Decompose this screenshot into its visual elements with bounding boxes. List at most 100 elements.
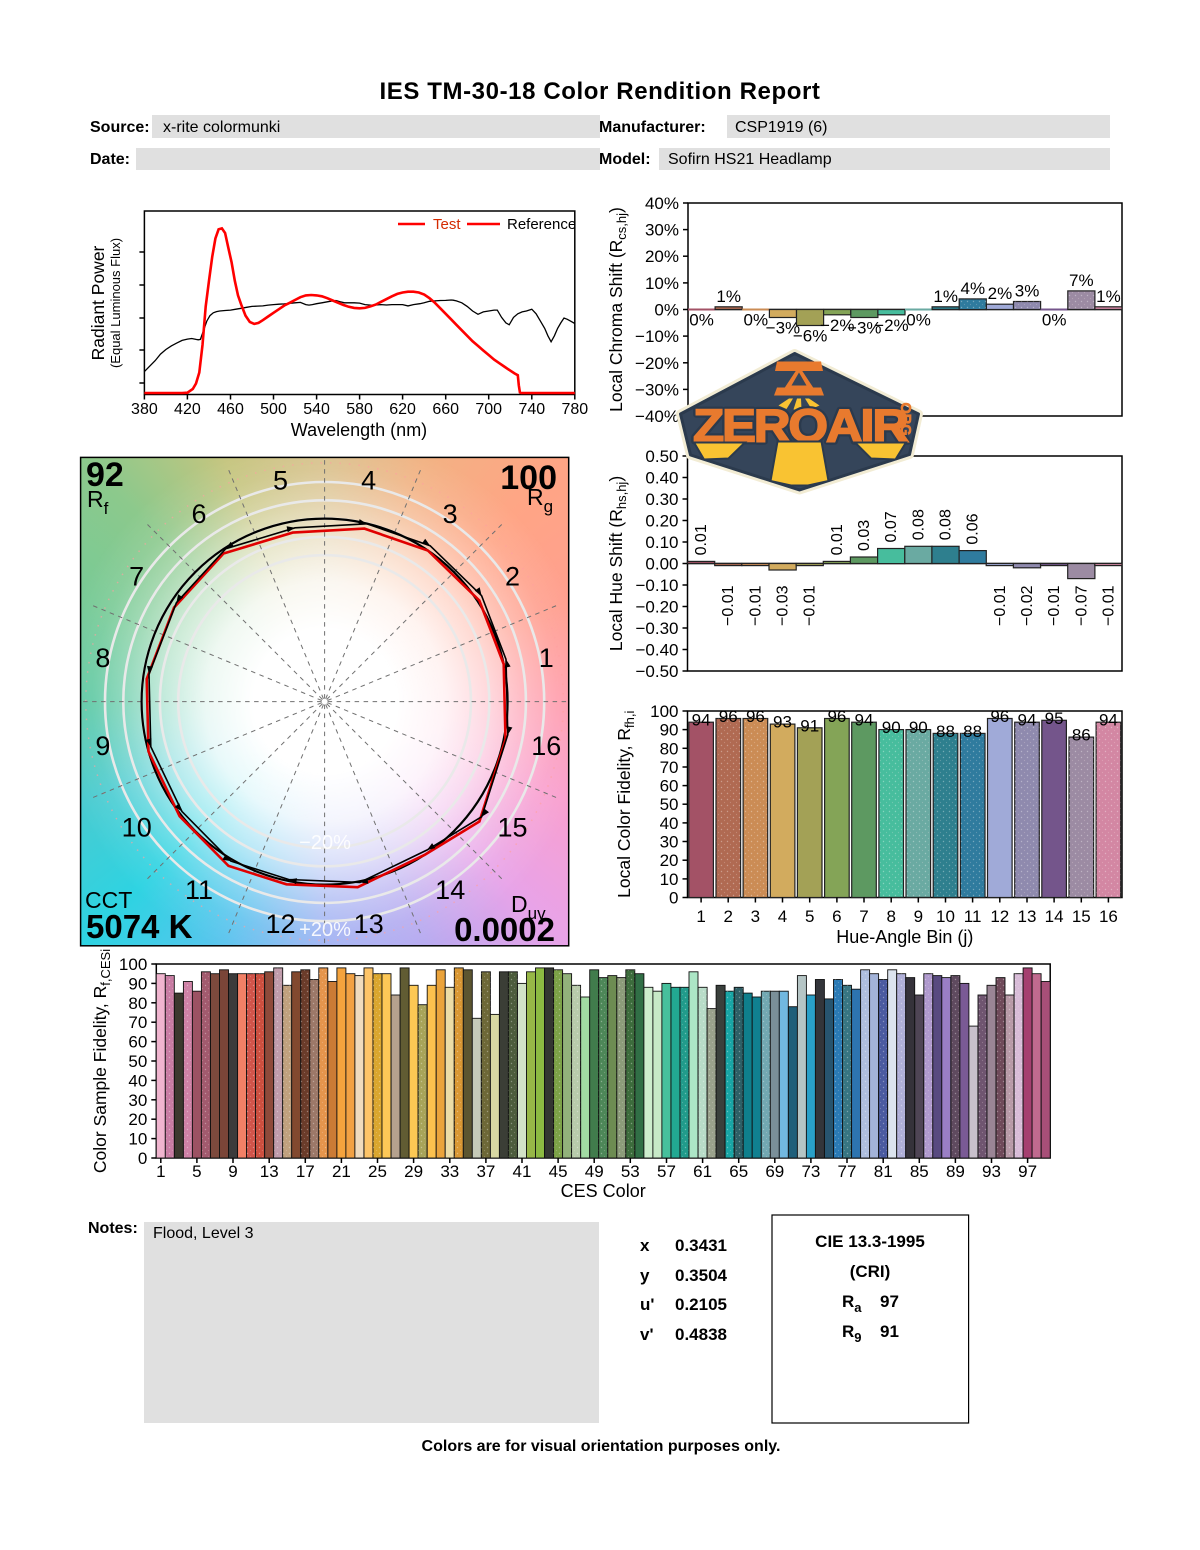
svg-text:0: 0 <box>138 1149 147 1168</box>
svg-text:11: 11 <box>185 875 213 905</box>
svg-text:2: 2 <box>723 907 732 926</box>
svg-text:−0.40: −0.40 <box>635 641 678 660</box>
svg-text:Sofirn HS21 Headlamp: Sofirn HS21 Headlamp <box>668 151 832 168</box>
svg-text:Source:: Source: <box>90 119 150 136</box>
svg-text:60: 60 <box>660 777 679 796</box>
svg-text:−0.01: −0.01 <box>720 585 737 626</box>
svg-text:0%: 0% <box>1042 311 1067 330</box>
svg-text:4%: 4% <box>961 279 986 298</box>
svg-text:13: 13 <box>354 909 384 939</box>
svg-text:−3%: −3% <box>766 319 801 338</box>
svg-text:Color Sample Fidelity, Rf,CESi: Color Sample Fidelity, Rf,CESi <box>90 949 113 1173</box>
svg-text:Flood, Level 3: Flood, Level 3 <box>153 1225 254 1242</box>
svg-text:−20%: −20% <box>635 354 679 373</box>
svg-text:−0.30: −0.30 <box>635 619 678 638</box>
svg-text:−2%: −2% <box>820 316 855 335</box>
svg-text:CIE 13.3-1995: CIE 13.3-1995 <box>815 1232 925 1251</box>
svg-text:Local Hue Shift (Rhs,hj): Local Hue Shift (Rhs,hj) <box>606 476 629 651</box>
svg-text:93: 93 <box>982 1162 1001 1181</box>
svg-text:0.00: 0.00 <box>645 555 678 574</box>
svg-text:−0.01: −0.01 <box>802 585 819 626</box>
svg-text:45: 45 <box>549 1162 568 1181</box>
svg-text:0.0002: 0.0002 <box>454 911 555 948</box>
svg-text:12: 12 <box>990 907 1009 926</box>
svg-text:0: 0 <box>669 889 678 908</box>
svg-text:Local Chroma Shift (Rcs,hj): Local Chroma Shift (Rcs,hj) <box>606 207 629 412</box>
svg-text:94: 94 <box>692 711 711 730</box>
svg-text:12: 12 <box>265 909 295 939</box>
svg-text:x: x <box>640 1236 650 1255</box>
svg-text:90: 90 <box>882 718 901 737</box>
svg-text:88: 88 <box>936 722 955 741</box>
svg-text:80: 80 <box>660 739 679 758</box>
svg-text:0.3504: 0.3504 <box>675 1266 728 1285</box>
svg-text:1%: 1% <box>716 287 741 306</box>
svg-text:R9: R9 <box>842 1322 862 1345</box>
svg-text:37: 37 <box>476 1162 495 1181</box>
svg-text:16: 16 <box>531 731 561 761</box>
svg-text:2%: 2% <box>988 284 1013 303</box>
svg-text:Test: Test <box>433 216 461 233</box>
svg-text:30: 30 <box>128 1091 147 1110</box>
svg-text:73: 73 <box>801 1162 820 1181</box>
svg-text:660: 660 <box>432 401 459 418</box>
svg-text:−0.10: −0.10 <box>635 576 678 595</box>
svg-text:−0.50: −0.50 <box>635 662 678 681</box>
svg-text:14: 14 <box>1045 907 1064 926</box>
svg-text:90: 90 <box>128 974 147 993</box>
svg-text:v': v' <box>640 1325 654 1344</box>
svg-text:96: 96 <box>719 707 738 726</box>
svg-text:85: 85 <box>910 1162 929 1181</box>
svg-text:Radiant Power: Radiant Power <box>88 245 108 360</box>
svg-text:91: 91 <box>880 1322 899 1341</box>
svg-text:0.20: 0.20 <box>645 512 678 531</box>
svg-text:0.08: 0.08 <box>910 509 927 540</box>
svg-text:10: 10 <box>128 1130 147 1149</box>
svg-text:20%: 20% <box>645 247 679 266</box>
svg-text:0.2105: 0.2105 <box>675 1295 727 1314</box>
svg-text:97: 97 <box>1018 1162 1037 1181</box>
svg-text:460: 460 <box>217 401 244 418</box>
svg-text:x-rite colormunki: x-rite colormunki <box>163 119 280 136</box>
svg-text:89: 89 <box>946 1162 965 1181</box>
svg-text:740: 740 <box>518 401 545 418</box>
svg-text:15: 15 <box>497 813 527 843</box>
svg-text:−0.20: −0.20 <box>635 598 678 617</box>
svg-text:3: 3 <box>751 907 760 926</box>
svg-text:94: 94 <box>855 711 874 730</box>
svg-text:88: 88 <box>963 722 982 741</box>
svg-text:(Equal Luminous Flux): (Equal Luminous Flux) <box>108 238 123 368</box>
svg-text:21: 21 <box>332 1162 351 1181</box>
svg-text:81: 81 <box>874 1162 893 1181</box>
svg-text:5: 5 <box>805 907 814 926</box>
svg-text:10: 10 <box>122 813 152 843</box>
svg-text:0%: 0% <box>689 311 714 330</box>
svg-text:580: 580 <box>346 401 373 418</box>
svg-text:−0.07: −0.07 <box>1073 585 1090 626</box>
svg-text:−0.01: −0.01 <box>1100 585 1117 626</box>
svg-text:65: 65 <box>729 1162 748 1181</box>
svg-text:y: y <box>640 1266 650 1285</box>
svg-text:1%: 1% <box>1096 287 1121 306</box>
svg-text:7: 7 <box>129 562 144 592</box>
svg-text:6: 6 <box>832 907 841 926</box>
svg-text:+20%: +20% <box>299 919 351 941</box>
svg-text:−30%: −30% <box>635 380 679 399</box>
svg-text:−0.02: −0.02 <box>1019 585 1036 626</box>
svg-text:7: 7 <box>859 907 868 926</box>
svg-text:0%: 0% <box>744 311 769 330</box>
svg-text:50: 50 <box>660 795 679 814</box>
svg-text:Wavelength (nm): Wavelength (nm) <box>291 420 427 440</box>
svg-text:Hue-Angle Bin (j): Hue-Angle Bin (j) <box>836 927 973 947</box>
svg-text:1: 1 <box>156 1162 165 1181</box>
svg-text:90: 90 <box>660 721 679 740</box>
svg-text:57: 57 <box>657 1162 676 1181</box>
svg-text:0.07: 0.07 <box>883 511 900 542</box>
svg-text:93: 93 <box>773 713 792 732</box>
svg-text:−10%: −10% <box>635 327 679 346</box>
svg-text:3: 3 <box>443 499 458 529</box>
svg-text:13: 13 <box>1018 907 1037 926</box>
svg-text:Model:: Model: <box>599 151 651 168</box>
svg-text:380: 380 <box>131 401 158 418</box>
svg-text:5: 5 <box>192 1162 201 1181</box>
